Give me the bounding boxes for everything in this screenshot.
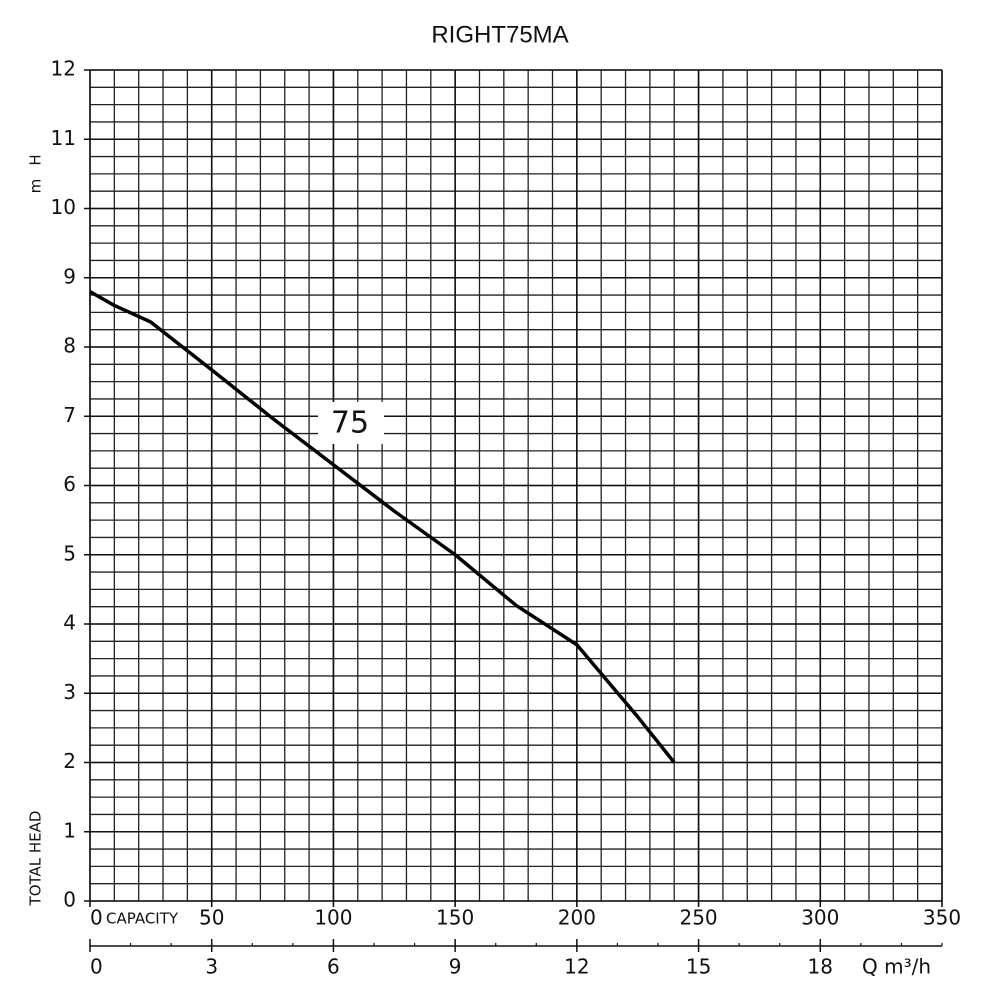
curve-label-box bbox=[318, 402, 384, 444]
y-axis-caption: TOTAL HEAD bbox=[27, 811, 45, 907]
x2-tick-label: 18 bbox=[808, 955, 833, 979]
y-tick-label: 11 bbox=[51, 126, 76, 150]
curve-label: 75 bbox=[331, 406, 369, 441]
x-tick-label: 200 bbox=[558, 906, 596, 930]
chart-title: RIGHT75MA bbox=[431, 21, 568, 48]
y-axis-label: H bbox=[27, 154, 45, 165]
curve bbox=[89, 290, 676, 764]
x2-tick-label: 6 bbox=[327, 955, 340, 979]
y-tick-label: 2 bbox=[63, 749, 76, 773]
x-tick-label: 0 bbox=[90, 906, 103, 930]
y-tick-label: 8 bbox=[63, 334, 76, 358]
y-tick-label: 9 bbox=[63, 264, 76, 288]
y-tick-label: 0 bbox=[63, 888, 76, 912]
x-tick-label: 350 bbox=[923, 906, 961, 930]
y-tick-label: 12 bbox=[51, 57, 76, 81]
y-axis-unit: m bbox=[27, 179, 45, 194]
y-tick-label: 6 bbox=[63, 472, 76, 496]
x2-tick-label: 12 bbox=[564, 955, 589, 979]
y-tick-label: 7 bbox=[63, 403, 76, 427]
x-tick-label: 250 bbox=[679, 906, 717, 930]
x-tick-label: 50 bbox=[199, 906, 224, 930]
x-tick-label: 150 bbox=[436, 906, 474, 930]
x-axis-label: CAPACITY bbox=[106, 910, 179, 928]
x2-tick-label: 15 bbox=[686, 955, 711, 979]
y-tick-label: 3 bbox=[63, 680, 76, 704]
y-tick-label: 1 bbox=[63, 818, 76, 842]
y-tick-label: 5 bbox=[63, 541, 76, 565]
y-tick-label: 4 bbox=[63, 611, 76, 635]
y-tick-label: 10 bbox=[51, 195, 76, 219]
x2-axis-label: Q m³/h bbox=[862, 955, 931, 979]
x-tick-label: 100 bbox=[314, 906, 352, 930]
x2-tick-label: 3 bbox=[205, 955, 218, 979]
x-tick-label: 300 bbox=[801, 906, 839, 930]
x2-tick-label: 9 bbox=[449, 955, 462, 979]
x2-tick-label: 0 bbox=[90, 955, 103, 979]
